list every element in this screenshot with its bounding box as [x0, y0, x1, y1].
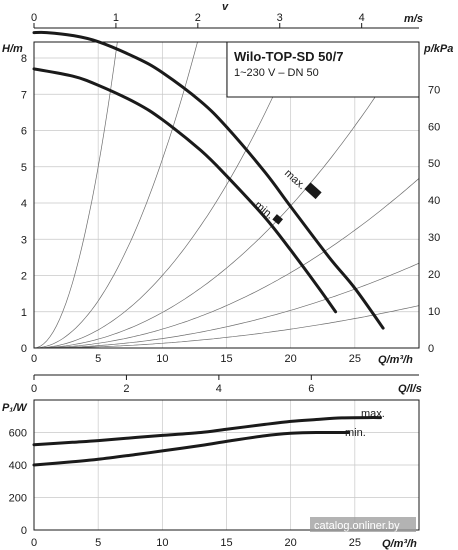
flow-tick-label: 15 — [220, 353, 232, 365]
legend-frame — [226, 41, 420, 98]
flow-tick-label: 10 — [156, 537, 168, 549]
x-axis-title-flow-bottom: Q/m³/h — [382, 538, 417, 550]
power-tick-label: 400 — [9, 460, 27, 472]
watermark-backdrop — [310, 517, 416, 532]
head-curve-max — [32, 30, 385, 330]
flow-tick-label: 20 — [285, 353, 297, 365]
pressure-tick-label: 70 — [428, 84, 440, 96]
pressure-tick-label: 40 — [428, 195, 440, 207]
head-curve-min — [32, 67, 338, 314]
velocity-tick-label: 4 — [359, 12, 365, 24]
system-curve — [34, 42, 412, 348]
min-marker — [272, 214, 283, 225]
system-curve — [34, 262, 419, 348]
y2-axis-title-pressure: p/kPa — [423, 43, 453, 55]
flow-tick-label: 10 — [156, 353, 168, 365]
pressure-tick-label: 0 — [428, 343, 434, 355]
power-tick-label: 0 — [21, 525, 27, 537]
velocity-tick-label: 0 — [31, 12, 37, 24]
x-axis-title-flow-top: Q/m³/h — [378, 354, 413, 366]
system-curve — [34, 305, 419, 348]
legend-subtitle: 1~230 V – DN 50 — [234, 67, 319, 79]
flow-tick-label: 0 — [31, 537, 37, 549]
power-min-label: min. — [345, 427, 366, 439]
head-tick-label: 4 — [21, 198, 27, 210]
head-tick-label: 5 — [21, 162, 27, 174]
head-tick-label: 1 — [21, 307, 27, 319]
system-curve — [34, 42, 118, 348]
system-curve — [34, 177, 419, 348]
head-tick-label: 2 — [21, 271, 27, 283]
head-tick-label: 0 — [21, 343, 27, 355]
pressure-tick-label: 60 — [428, 121, 440, 133]
top-axis-title-velocity: v — [222, 1, 229, 13]
head-tick-label: 8 — [21, 53, 27, 65]
max-marker — [304, 182, 322, 200]
flow-tick-label: 20 — [285, 537, 297, 549]
system-curves — [34, 42, 419, 348]
system-curve — [34, 42, 198, 348]
velocity-tick-label: 2 — [195, 12, 201, 24]
ls-tick-label: 2 — [123, 383, 129, 395]
flow-tick-label: 0 — [31, 353, 37, 365]
head-tick-label: 6 — [21, 126, 27, 138]
legend-title: Wilo-TOP-SD 50/7 — [234, 49, 343, 64]
mid-axis-title-flow-ls: Q/l/s — [398, 383, 422, 395]
power-tick-label: 600 — [9, 428, 27, 440]
ls-tick-label: 0 — [31, 383, 37, 395]
tick-labels: 0 1 2 3 40 2 4 60 5 10 15 20 25012345678010203040506… — [9, 12, 441, 549]
power-max-label: max. — [361, 408, 385, 420]
pressure-tick-label: 10 — [428, 306, 440, 318]
pressure-tick-label: 50 — [428, 158, 440, 170]
head-tick-label: 3 — [21, 234, 27, 246]
velocity-tick-label: 1 — [113, 12, 119, 24]
power-tick-label: 200 — [9, 493, 27, 505]
head-max-label: max. — [282, 167, 308, 192]
flow-tick-label: 15 — [220, 537, 232, 549]
flow-tick-label: 25 — [349, 353, 361, 365]
top-axis-title-velocity-unit: m/s — [404, 13, 423, 25]
watermark: catalog.onliner.by — [314, 520, 400, 532]
legend-box: Wilo-TOP-SD 50/7 1~230 V – DN 50 — [226, 41, 420, 98]
pressure-tick-label: 20 — [428, 269, 440, 281]
velocity-tick-label: 3 — [277, 12, 283, 24]
ls-tick-label: 4 — [216, 383, 222, 395]
flow-tick-label: 25 — [349, 537, 361, 549]
pump-curves — [32, 30, 385, 467]
y-axis-title-head: H/m — [2, 43, 23, 55]
flow-tick-label: 5 — [95, 537, 101, 549]
grid-layer — [33, 42, 419, 531]
power-curve-min — [32, 430, 350, 467]
flow-tick-label: 5 — [95, 353, 101, 365]
ls-tick-label: 6 — [308, 383, 314, 395]
pressure-tick-label: 30 — [428, 232, 440, 244]
power-curve-max — [32, 416, 382, 447]
head-tick-label: 7 — [21, 89, 27, 101]
y-axis-title-power: P₁/W — [2, 402, 28, 414]
